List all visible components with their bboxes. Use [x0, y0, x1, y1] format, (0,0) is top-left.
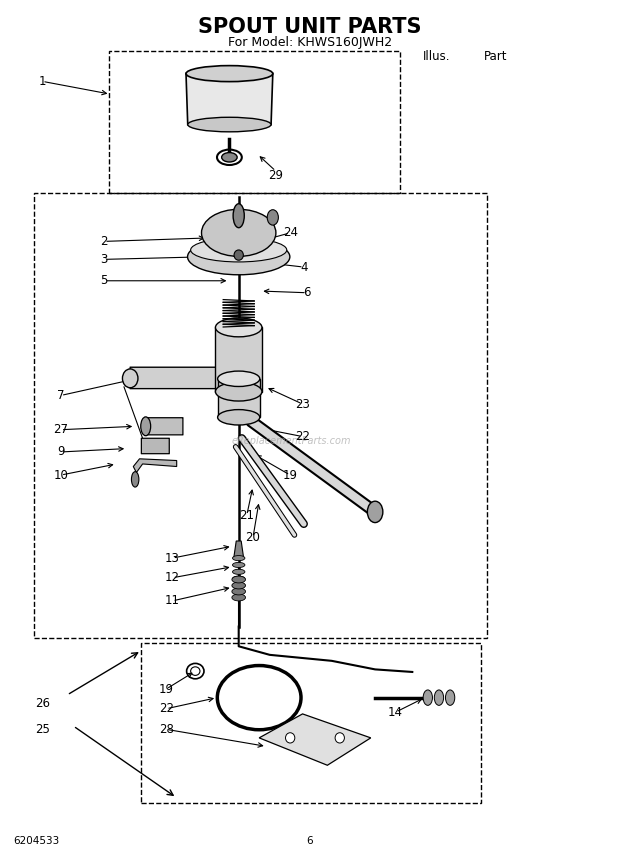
Text: 3: 3	[100, 253, 108, 266]
Ellipse shape	[229, 230, 249, 258]
Ellipse shape	[187, 239, 290, 275]
Ellipse shape	[423, 690, 433, 705]
Ellipse shape	[232, 594, 246, 601]
Text: 2: 2	[100, 235, 108, 248]
Ellipse shape	[285, 733, 294, 743]
Ellipse shape	[234, 250, 243, 260]
Ellipse shape	[131, 472, 139, 487]
Ellipse shape	[367, 502, 383, 522]
Ellipse shape	[141, 417, 151, 436]
Ellipse shape	[232, 576, 245, 581]
Bar	[141, 643, 481, 803]
Text: 11: 11	[165, 594, 180, 608]
Polygon shape	[259, 714, 371, 765]
FancyBboxPatch shape	[141, 438, 169, 454]
Ellipse shape	[435, 690, 444, 705]
Text: 10: 10	[53, 468, 68, 482]
Polygon shape	[234, 541, 244, 558]
Text: 1: 1	[38, 74, 46, 88]
Ellipse shape	[202, 210, 276, 257]
Ellipse shape	[232, 576, 246, 583]
Ellipse shape	[232, 569, 245, 574]
Ellipse shape	[232, 556, 245, 561]
Text: 12: 12	[165, 571, 180, 585]
Text: 6: 6	[303, 286, 311, 300]
Ellipse shape	[232, 582, 246, 589]
FancyBboxPatch shape	[130, 367, 219, 389]
Ellipse shape	[445, 690, 454, 705]
Text: 13: 13	[165, 551, 180, 565]
Ellipse shape	[233, 204, 244, 228]
Text: 5: 5	[100, 274, 108, 288]
Text: 26: 26	[35, 697, 50, 710]
Ellipse shape	[216, 383, 262, 401]
Ellipse shape	[222, 152, 237, 162]
Text: 14: 14	[388, 705, 403, 719]
Text: 6204533: 6204533	[14, 835, 60, 846]
Ellipse shape	[186, 66, 273, 81]
Text: 22: 22	[295, 430, 310, 443]
FancyBboxPatch shape	[146, 418, 183, 435]
Ellipse shape	[232, 562, 245, 568]
Text: 28: 28	[159, 722, 174, 736]
Bar	[218, 379, 260, 418]
Text: 7: 7	[57, 389, 64, 402]
Text: 19: 19	[159, 682, 174, 696]
Polygon shape	[133, 459, 177, 473]
Text: 19: 19	[283, 468, 298, 482]
Text: 27: 27	[53, 423, 68, 437]
Bar	[108, 51, 400, 193]
Ellipse shape	[232, 588, 246, 595]
Polygon shape	[186, 74, 273, 125]
Text: 20: 20	[246, 531, 260, 544]
Ellipse shape	[123, 369, 138, 388]
Text: 6: 6	[307, 835, 313, 846]
Ellipse shape	[335, 733, 345, 743]
Bar	[34, 193, 487, 638]
Text: 24: 24	[283, 226, 298, 240]
Text: 23: 23	[295, 397, 310, 411]
Text: 9: 9	[57, 445, 64, 459]
Text: 25: 25	[35, 722, 50, 736]
Text: 21: 21	[239, 508, 254, 522]
Ellipse shape	[191, 238, 286, 262]
Ellipse shape	[218, 372, 260, 387]
Ellipse shape	[216, 318, 262, 337]
Text: Illus.: Illus.	[423, 50, 451, 63]
Text: For Model: KHWS160JWH2: For Model: KHWS160JWH2	[228, 36, 392, 50]
Text: Part: Part	[484, 50, 508, 63]
Text: SPOUT UNIT PARTS: SPOUT UNIT PARTS	[198, 17, 422, 38]
Bar	[216, 328, 262, 392]
Text: 22: 22	[159, 702, 174, 716]
Text: 4: 4	[300, 260, 308, 274]
Ellipse shape	[188, 117, 271, 132]
Ellipse shape	[267, 210, 278, 225]
Text: eReplacementParts.com: eReplacementParts.com	[232, 436, 351, 446]
Ellipse shape	[218, 410, 260, 425]
Text: 29: 29	[268, 169, 283, 182]
Ellipse shape	[232, 583, 245, 588]
